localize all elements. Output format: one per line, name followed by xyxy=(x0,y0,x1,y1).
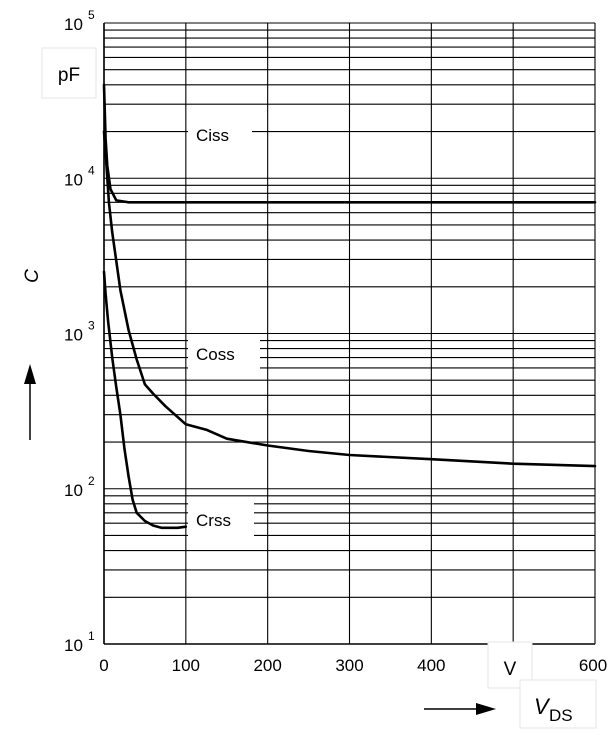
x-axis-label-main: V xyxy=(534,694,551,719)
y-tick-label: 10 xyxy=(64,15,83,34)
series-label-crss: Crss xyxy=(196,511,231,530)
y-axis-arrow-head xyxy=(24,364,36,384)
y-unit-label: pF xyxy=(58,65,80,86)
x-tick-label: 0 xyxy=(99,656,108,675)
series-line-crss xyxy=(102,270,188,530)
y-tick-exponent: 2 xyxy=(88,474,95,488)
y-tick-label: 10 xyxy=(64,326,83,345)
curve-layer xyxy=(102,83,597,530)
grid-layer xyxy=(103,22,596,645)
series-label-coss: Coss xyxy=(196,345,235,364)
x-tick-label: 400 xyxy=(417,656,445,675)
x-axis-label-box xyxy=(519,679,597,729)
x-tick-label: 200 xyxy=(253,656,281,675)
y-unit-box xyxy=(41,47,97,99)
x-tick-label: 300 xyxy=(335,656,363,675)
y-tick-exponent: 1 xyxy=(88,629,95,643)
series-label-box-ciss xyxy=(188,113,252,157)
series-label-ciss: Ciss xyxy=(196,126,229,145)
x-tick-label: 100 xyxy=(172,656,200,675)
x-tick-label: 600 xyxy=(579,656,607,675)
x-axis-label-sub: DS xyxy=(549,706,573,725)
y-tick-label: 10 xyxy=(64,636,83,655)
label-layer: Ciss Coss Crss xyxy=(188,113,260,542)
y-tick-label: 10 xyxy=(64,170,83,189)
y-axis-label: C xyxy=(22,269,43,283)
series-label-box-coss xyxy=(188,334,260,374)
tick-layer: 0 100 200 300 400 600 10 1 10 2 10 3 10 4 10 5 xyxy=(64,8,607,675)
series-label-box-crss xyxy=(188,498,254,542)
y-tick-exponent: 4 xyxy=(88,163,95,177)
x-unit-label: V xyxy=(504,659,517,680)
series-line-coss xyxy=(102,130,597,468)
x-axis-arrow-head xyxy=(476,703,496,715)
y-tick-exponent: 5 xyxy=(88,8,95,22)
y-tick-exponent: 3 xyxy=(88,319,95,333)
y-tick-label: 10 xyxy=(64,481,83,500)
